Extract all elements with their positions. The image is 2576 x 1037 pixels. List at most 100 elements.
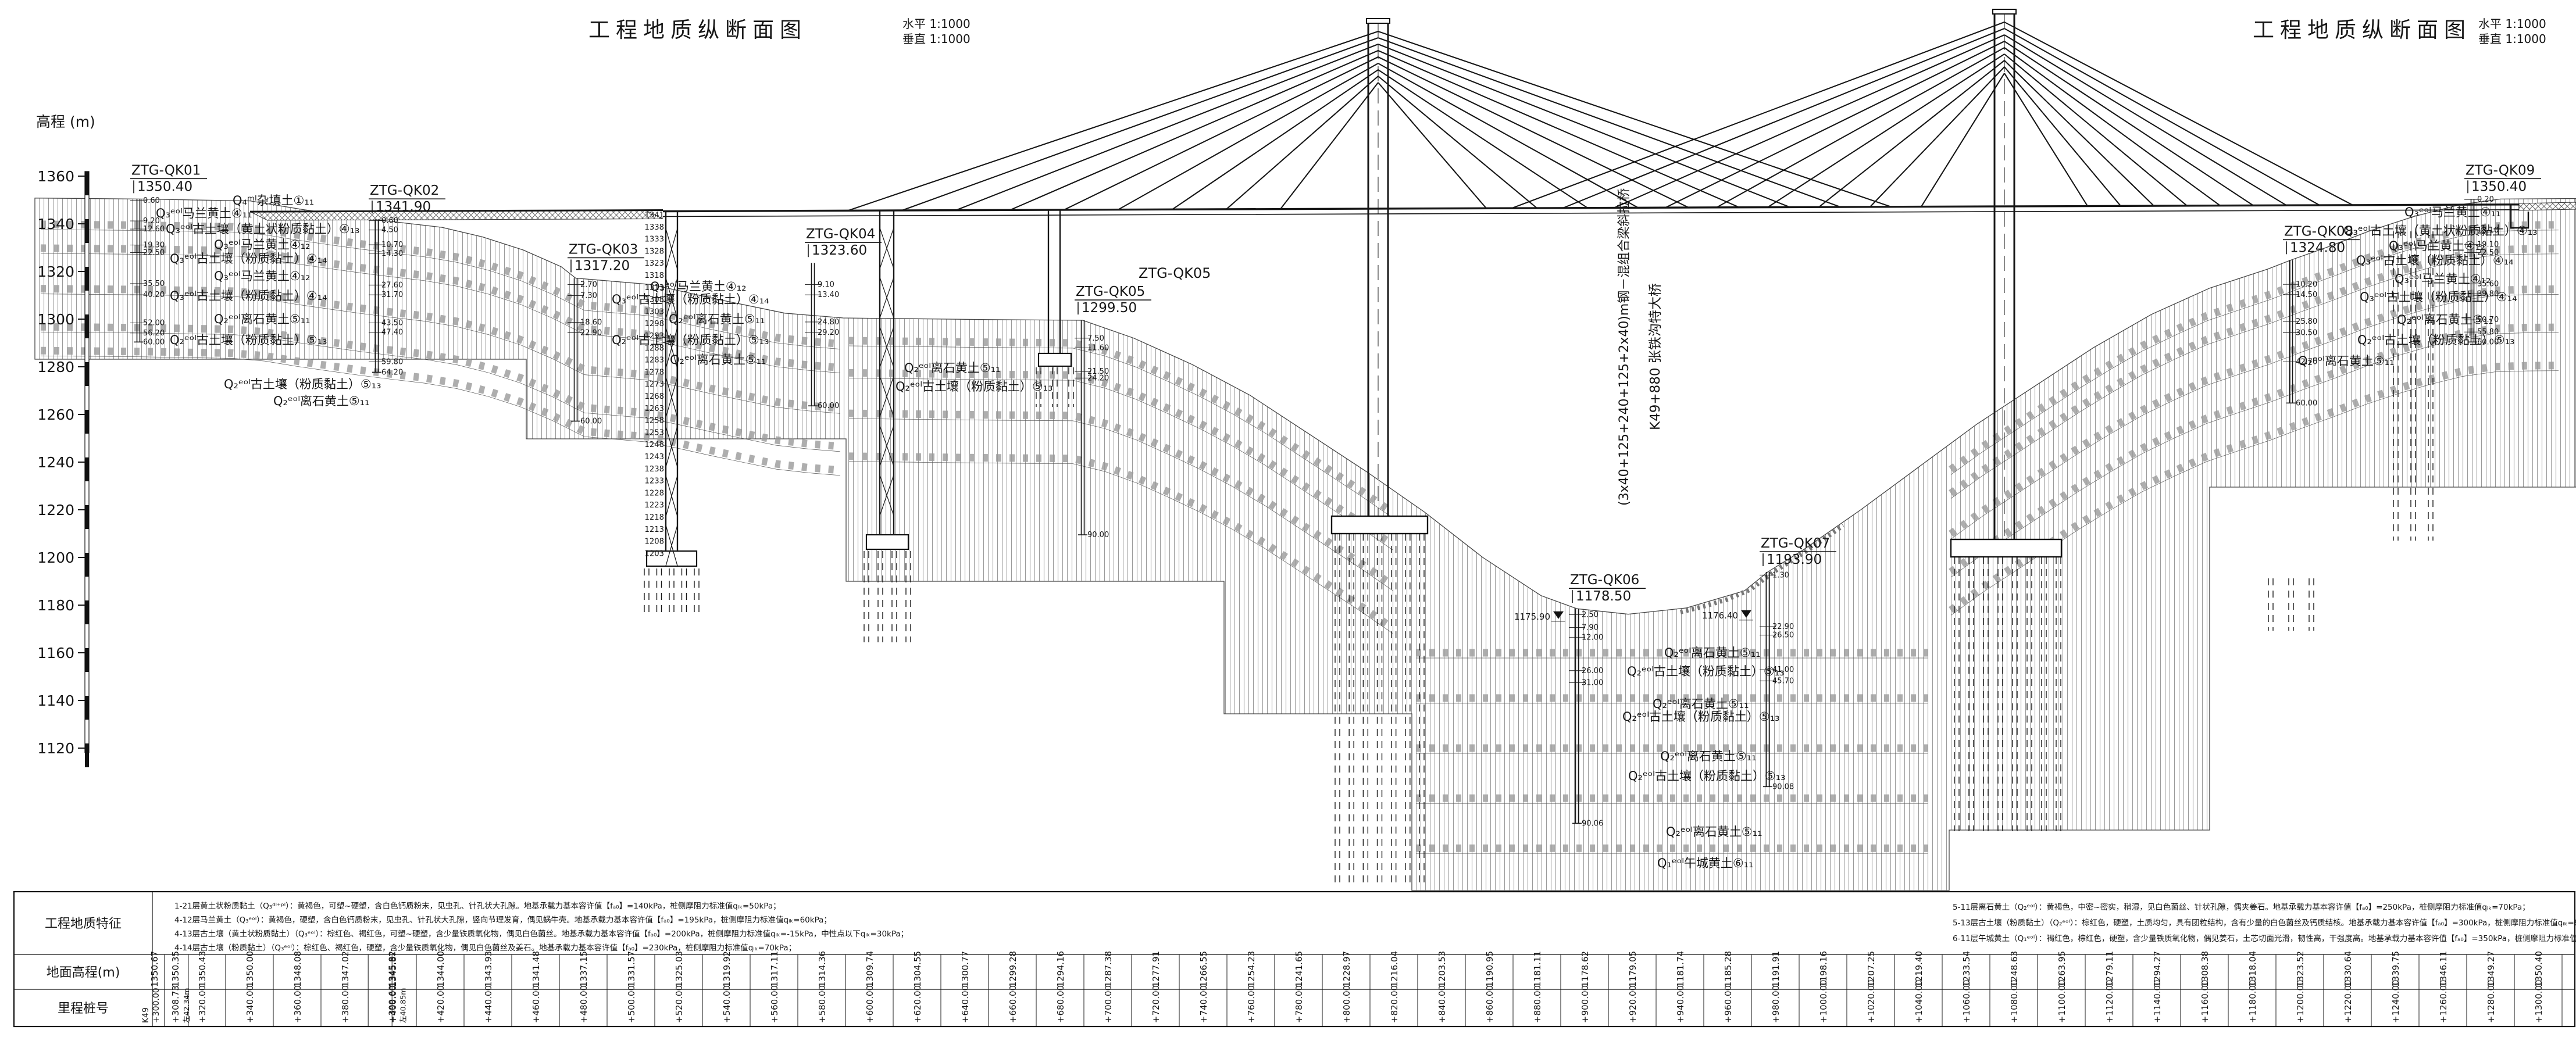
depth-value: 9.20 (143, 217, 160, 226)
stratum-label: Q₂ᵉᵒˡ离石黄土⑤₁₁ (1653, 697, 1749, 711)
stay-cable (1378, 37, 1841, 208)
pier-elevation-value: 1338 (644, 223, 664, 232)
ground-elevation-value: 1277.91 (1151, 951, 1161, 987)
mileage-value: +960.00 (1723, 985, 1733, 1023)
pier-elevation-value: 1333 (644, 235, 664, 244)
layer-line (40, 229, 841, 349)
pier-elevation-value: 1278 (644, 368, 664, 377)
mileage-value: +500.00 (626, 985, 637, 1023)
ground-elevation-value: 1198.16 (1818, 951, 1829, 987)
borehole-elevation: 1323.60 (812, 243, 867, 258)
mileage-value: +300.00 (152, 988, 161, 1023)
ground-elevation-value: 1323.52 (2295, 951, 2306, 987)
pier-elevation-value: 1258 (644, 417, 664, 425)
stay-cable (2004, 60, 2154, 206)
borehole-elevation: 1350.40 (2471, 179, 2527, 194)
stay-cable (1767, 53, 2005, 208)
axis-bar-segment (85, 219, 89, 243)
paleosol-band (1949, 221, 2559, 473)
ground-elevation-value: 1300.77 (960, 951, 971, 987)
stay-cable (2004, 53, 2188, 206)
mileage-value: +480.00 (579, 985, 589, 1023)
depth-value: 50.70 (2477, 316, 2499, 324)
axis-bar-segment (85, 410, 89, 434)
ground-elevation-value: 1344.00 (436, 951, 446, 987)
mileage-value: +940.00 (1675, 985, 1686, 1023)
embankment-right (2518, 202, 2576, 211)
axis-bar-segment (85, 743, 89, 767)
geology-note: 1-21层黄土状粉质黏土（Q₃ᵈˡ⁺ᵖˡ）：黄褐色，可塑~硬塑，含白色钙质粉末，… (174, 901, 781, 911)
borehole-elevation: 1178.50 (1576, 589, 1631, 604)
ground-elevation-value: 1331.57 (626, 951, 637, 987)
ground-elevation-value: 1345.87 (388, 951, 398, 987)
stratum-label: Q₂ᵉᵒˡ离石黄土⑤₁₁ (669, 312, 765, 326)
hole-bottom-depth: 90.00 (1087, 531, 1109, 539)
stratum-label: Q₂ᵉᵒˡ离石黄土⑤₁₁ (1664, 646, 1761, 660)
borehole-name: ZTG-QK02 (370, 183, 439, 198)
stay-cable (1665, 41, 2005, 209)
stratum-label: Q₂ᵉᵒˡ离石黄土⑤₁₁ (214, 312, 311, 326)
pier-elevation-ladder: 1341 1338 1333 1328 1323 1318 1313 1308 1303 1298… (644, 211, 664, 558)
ground-elevation-value: 1181.74 (1675, 951, 1686, 987)
ground-elevation-value: 1330.64 (2343, 951, 2353, 987)
ground-elevation-value: 1350.40 (2534, 951, 2544, 987)
stratum-label: Q₃ᵉᵒˡ马兰黄土④₁₁ (156, 206, 252, 220)
ground-elevation-value: 1294.16 (1055, 951, 1066, 987)
depth-value: 35.50 (143, 280, 165, 288)
depth-value: 55.80 (2477, 328, 2499, 337)
mileage-value: +320.00 (197, 985, 208, 1023)
depth-value: 7.30 (580, 291, 597, 300)
water-levels: 1175.90 1176.40 (1514, 610, 1753, 622)
ground-elevation-value: 1179.05 (1628, 951, 1638, 987)
ground-elevation-value: 1181.11 (1532, 951, 1543, 987)
ground-elevation-value: 1219.40 (1914, 951, 1924, 987)
pier-brace (665, 475, 678, 517)
pier-brace (879, 376, 894, 417)
stay-cable (1562, 28, 2005, 209)
tower-top-cap (1992, 9, 2017, 15)
depth-value: 39.80 (2477, 290, 2499, 299)
depth-value: 56.20 (143, 329, 165, 338)
stay-cable (1921, 73, 2005, 208)
pier-elevation-value: 1298 (644, 320, 664, 328)
mileage-value: +640.00 (960, 985, 971, 1023)
pier-elevation-value: 1283 (644, 356, 664, 365)
mileage-value: +400.00 (388, 985, 398, 1023)
depth-value: 12.60 (143, 225, 165, 234)
mileage-value: +1300.00 (2534, 979, 2544, 1023)
scale-horizontal: 水平 1:1000 (902, 17, 971, 31)
mileage-value: +1220.00 (2343, 979, 2353, 1023)
borehole-name-repeat: ZTG-QK05 (1139, 265, 1211, 281)
paleosol-band (40, 323, 841, 450)
axis-bar-segment (85, 171, 89, 195)
elevation-axis-title: 高程 (m) (36, 113, 95, 130)
mileage-value: +399.60 (387, 985, 397, 1023)
mileage-value: +600.00 (865, 985, 875, 1023)
table-row-label: 工程地质特征 (45, 917, 122, 931)
depth-value: 41.00 (1772, 666, 1794, 674)
stratum-label: Q₃ᵉᵒˡ古土壤（粉质黏土）④₁₄ (612, 292, 769, 306)
mileage-value: +1020.00 (1866, 979, 1876, 1023)
depth-value: 11.60 (1087, 344, 1109, 353)
stratum-label: Q₂ᵉᵒˡ离石黄土⑤₁₁ (273, 394, 370, 408)
depth-value: 18.60 (580, 319, 602, 327)
ground-elevation-value: 1317.11 (769, 951, 780, 987)
layer-line (848, 378, 1393, 550)
mileage-value: +460.00 (531, 985, 541, 1023)
paleosol-band (1949, 323, 2559, 575)
pier-brace (665, 525, 678, 566)
ground-elevation-value: 1191.91 (1771, 951, 1781, 987)
mileage-value: +1200.00 (2295, 979, 2306, 1023)
borehole-name: ZTG-QK08 (2284, 224, 2353, 239)
water-level-value: 1175.90 (1514, 612, 1550, 622)
stratum-label: Q₃ᵉᵒˡ马兰黄土④₁₁ (2404, 205, 2501, 219)
stratum-label: Q₃ᵉᵒˡ马兰黄土④₁₂ (214, 269, 311, 283)
mileage-value: +1260.00 (2438, 979, 2449, 1023)
axis-bar-segment (85, 696, 89, 720)
mileage-value: +760.00 (1246, 985, 1257, 1023)
depth-value: 0.60 (143, 196, 160, 205)
bridge (645, 9, 2529, 567)
hole-bottom-depth: 60.00 (580, 417, 602, 425)
